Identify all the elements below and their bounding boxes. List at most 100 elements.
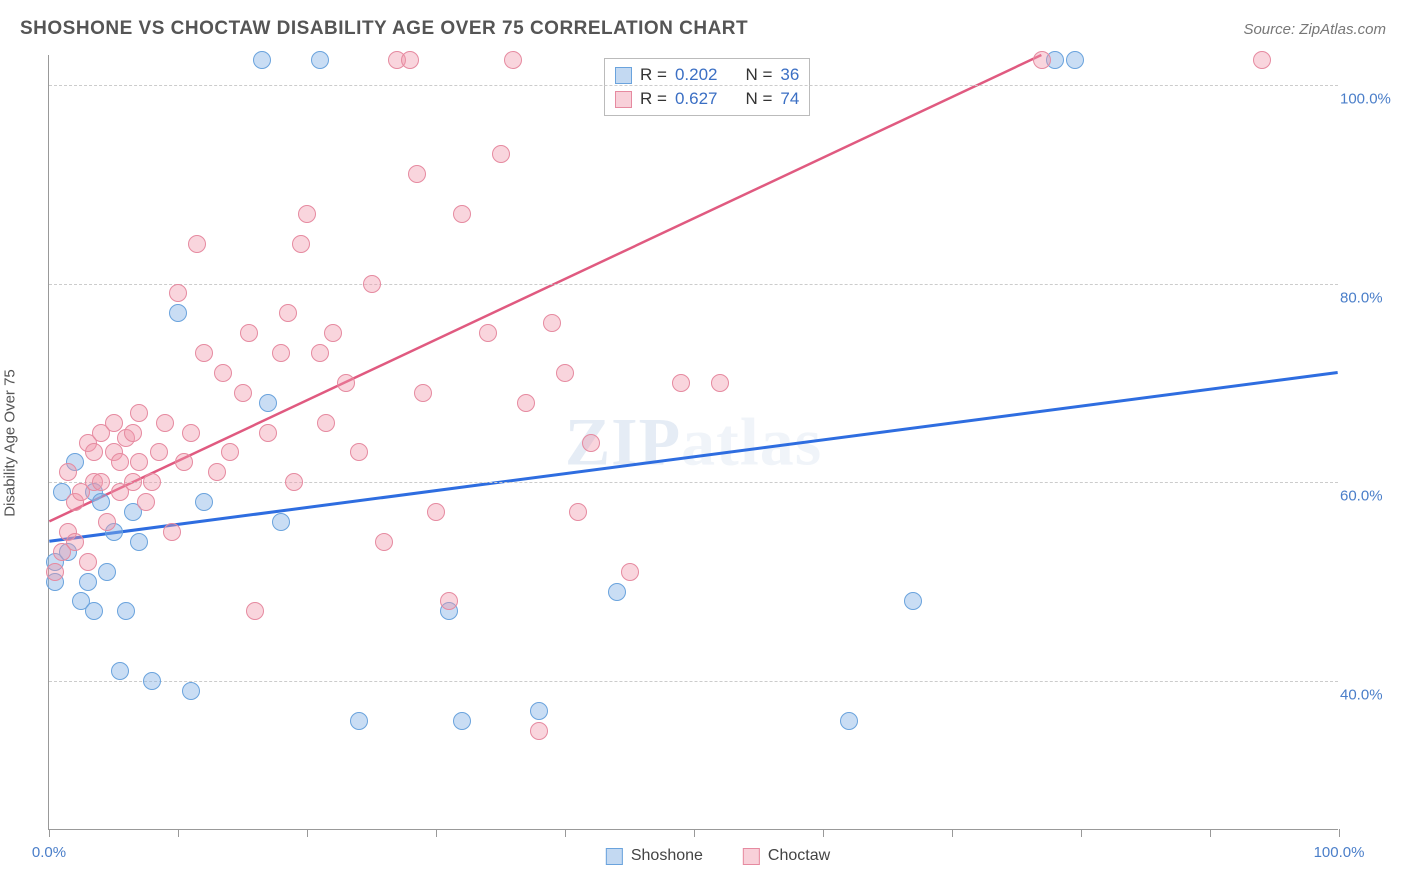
scatter-point: [143, 672, 161, 690]
scatter-point: [85, 602, 103, 620]
scatter-point: [234, 384, 252, 402]
legend-item: Shoshone: [606, 847, 703, 865]
trend-line: [49, 55, 1041, 521]
y-axis-title: Disability Age Over 75: [2, 369, 19, 517]
scatter-point: [111, 662, 129, 680]
scatter-point: [214, 364, 232, 382]
scatter-point: [182, 682, 200, 700]
scatter-point: [117, 602, 135, 620]
legend-swatch: [606, 848, 623, 865]
scatter-point: [169, 284, 187, 302]
x-tick: [565, 829, 566, 837]
scatter-point: [285, 473, 303, 491]
scatter-point: [92, 493, 110, 511]
x-tick: [307, 829, 308, 837]
x-tick: [49, 829, 50, 837]
scatter-point: [130, 453, 148, 471]
scatter-point: [182, 424, 200, 442]
legend-swatch: [615, 91, 632, 108]
source-attribution: Source: ZipAtlas.com: [1243, 21, 1386, 38]
r-value: 0.627: [675, 89, 718, 109]
scatter-point: [46, 563, 64, 581]
scatter-point: [259, 394, 277, 412]
chart-header: SHOSHONE VS CHOCTAW DISABILITY AGE OVER …: [20, 18, 1386, 40]
x-tick-label: 0.0%: [32, 844, 66, 861]
scatter-point: [253, 51, 271, 69]
scatter-point: [195, 344, 213, 362]
scatter-point: [621, 563, 639, 581]
n-label: N =: [745, 65, 772, 85]
scatter-point: [350, 443, 368, 461]
scatter-point: [130, 404, 148, 422]
scatter-point: [479, 324, 497, 342]
n-value: 36: [780, 65, 799, 85]
scatter-point: [337, 374, 355, 392]
scatter-point: [311, 51, 329, 69]
scatter-point: [840, 712, 858, 730]
scatter-point: [240, 324, 258, 342]
scatter-point: [350, 712, 368, 730]
scatter-point: [98, 563, 116, 581]
r-label: R =: [640, 89, 667, 109]
scatter-point: [363, 275, 381, 293]
scatter-point: [1253, 51, 1271, 69]
scatter-point: [711, 374, 729, 392]
scatter-point: [208, 463, 226, 481]
x-tick: [1081, 829, 1082, 837]
x-tick: [952, 829, 953, 837]
legend-label: Choctaw: [768, 847, 830, 865]
y-tick-label: 60.0%: [1340, 488, 1388, 505]
legend-swatch: [743, 848, 760, 865]
scatter-point: [259, 424, 277, 442]
scatter-point: [221, 443, 239, 461]
x-tick: [1339, 829, 1340, 837]
scatter-point: [556, 364, 574, 382]
scatter-point: [59, 463, 77, 481]
scatter-point: [246, 602, 264, 620]
stats-legend: R = 0.202 N = 36 R = 0.627 N = 74: [604, 58, 810, 116]
legend-label: Shoshone: [631, 847, 703, 865]
scatter-point: [272, 513, 290, 531]
y-tick-label: 100.0%: [1340, 90, 1388, 107]
y-tick-label: 80.0%: [1340, 289, 1388, 306]
scatter-point: [163, 523, 181, 541]
x-tick-label: 100.0%: [1314, 844, 1365, 861]
scatter-point: [137, 493, 155, 511]
scatter-point: [582, 434, 600, 452]
scatter-point: [150, 443, 168, 461]
scatter-point: [311, 344, 329, 362]
scatter-point: [317, 414, 335, 432]
scatter-point: [124, 424, 142, 442]
legend-item: Choctaw: [743, 847, 830, 865]
scatter-point: [272, 344, 290, 362]
n-label: N =: [745, 89, 772, 109]
stats-legend-row: R = 0.627 N = 74: [615, 87, 799, 111]
stats-legend-row: R = 0.202 N = 36: [615, 63, 799, 87]
legend-swatch: [615, 67, 632, 84]
scatter-point: [92, 473, 110, 491]
x-tick: [1210, 829, 1211, 837]
scatter-point: [98, 513, 116, 531]
scatter-point: [175, 453, 193, 471]
scatter-point: [124, 473, 142, 491]
scatter-point: [298, 205, 316, 223]
scatter-point: [1033, 51, 1051, 69]
series-legend: Shoshone Choctaw: [606, 847, 830, 865]
chart-title: SHOSHONE VS CHOCTAW DISABILITY AGE OVER …: [20, 18, 748, 40]
scatter-point: [169, 304, 187, 322]
scatter-point: [492, 145, 510, 163]
scatter-point: [156, 414, 174, 432]
r-label: R =: [640, 65, 667, 85]
scatter-point: [904, 592, 922, 610]
scatter-point: [672, 374, 690, 392]
scatter-point: [530, 702, 548, 720]
x-tick: [436, 829, 437, 837]
scatter-point: [427, 503, 445, 521]
scatter-point: [414, 384, 432, 402]
scatter-point: [440, 592, 458, 610]
scatter-point: [66, 533, 84, 551]
scatter-point: [608, 583, 626, 601]
scatter-point: [408, 165, 426, 183]
scatter-point: [453, 712, 471, 730]
scatter-point: [543, 314, 561, 332]
